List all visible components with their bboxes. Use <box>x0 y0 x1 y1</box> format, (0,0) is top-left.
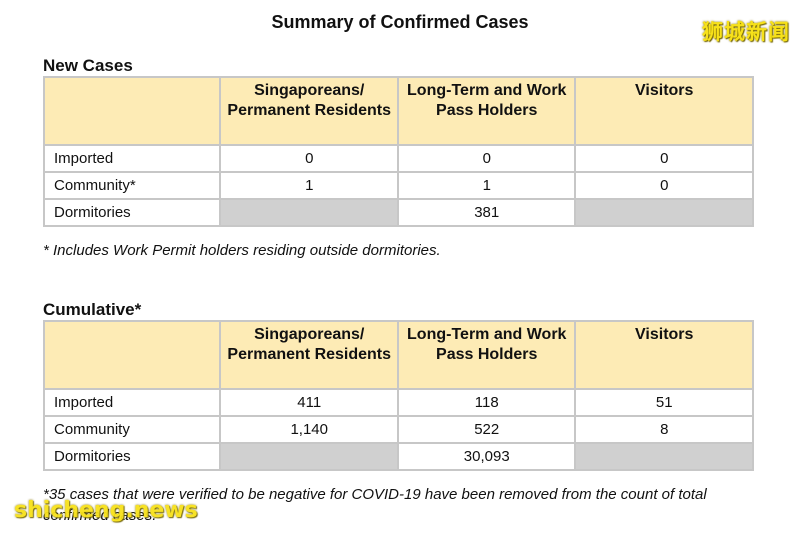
header-singaporeans-pr: Singaporeans/ Permanent Residents <box>219 320 399 390</box>
new-cases-table: Singaporeans/ Permanent Residents Long-T… <box>42 76 754 227</box>
empty-cell <box>574 442 754 471</box>
empty-cell <box>219 442 399 471</box>
header-visitors: Visitors <box>574 320 754 390</box>
cell-value: 1 <box>219 171 399 200</box>
cell-value: 411 <box>219 388 399 417</box>
cell-value: 118 <box>396 388 577 417</box>
row-label-imported: Imported <box>42 144 222 173</box>
cell-value: 8 <box>574 415 754 444</box>
cell-value: 0 <box>219 144 399 173</box>
header-long-term-work-pass: Long-Term and Work Pass Holders <box>396 320 577 390</box>
cell-value: 522 <box>396 415 577 444</box>
header-visitors: Visitors <box>574 76 754 146</box>
table-row: Community 1,140 522 8 <box>42 415 754 444</box>
empty-cell <box>219 198 399 227</box>
header-corner-cell <box>42 76 222 146</box>
cell-value: 0 <box>396 144 577 173</box>
table-row: Dormitories 381 <box>42 198 754 227</box>
cumulative-footnote: *35 cases that were verified to be negat… <box>43 486 707 524</box>
page-title: Summary of Confirmed Cases <box>271 12 529 32</box>
row-label-dormitories: Dormitories <box>42 198 222 227</box>
header-long-term-work-pass: Long-Term and Work Pass Holders <box>396 76 577 146</box>
cell-value: 0 <box>574 171 754 200</box>
row-label-imported: Imported <box>42 388 222 417</box>
watermark-logo-english: shicheng.news <box>14 498 198 523</box>
row-label-community: Community <box>42 415 222 444</box>
cumulative-heading: Cumulative* <box>43 300 142 319</box>
new-cases-heading: New Cases <box>43 56 133 75</box>
cell-value: 1 <box>396 171 577 200</box>
row-label-dormitories: Dormitories <box>42 442 222 471</box>
table-header-row: Singaporeans/ Permanent Residents Long-T… <box>42 320 754 390</box>
table-row: Dormitories 30,093 <box>42 442 754 471</box>
table-row: Community* 1 1 0 <box>42 171 754 200</box>
empty-cell <box>574 198 754 227</box>
watermark-logo-chinese: 狮城新闻 <box>702 20 790 44</box>
cell-value: 0 <box>574 144 754 173</box>
cell-value: 51 <box>574 388 754 417</box>
row-label-community: Community* <box>42 171 222 200</box>
header-corner-cell <box>42 320 222 390</box>
table-row: Imported 411 118 51 <box>42 388 754 417</box>
cell-value: 30,093 <box>396 442 577 471</box>
table-row: Imported 0 0 0 <box>42 144 754 173</box>
cumulative-table: Singaporeans/ Permanent Residents Long-T… <box>42 320 754 471</box>
cell-value: 381 <box>396 198 577 227</box>
header-singaporeans-pr: Singaporeans/ Permanent Residents <box>219 76 399 146</box>
cell-value: 1,140 <box>219 415 399 444</box>
new-cases-footnote: * Includes Work Permit holders residing … <box>43 242 441 259</box>
table-header-row: Singaporeans/ Permanent Residents Long-T… <box>42 76 754 146</box>
